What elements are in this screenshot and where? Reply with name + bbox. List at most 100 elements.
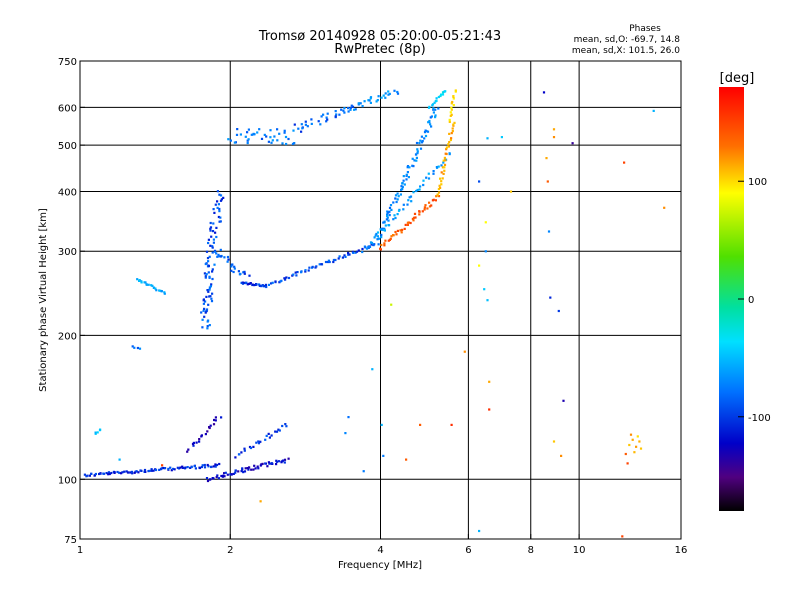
echo-point bbox=[283, 461, 286, 464]
echo-point bbox=[368, 245, 372, 248]
echo-point bbox=[444, 152, 447, 155]
x-tick-label: 4 bbox=[377, 545, 383, 556]
echo-point bbox=[378, 237, 381, 240]
y-tick-label: 750 bbox=[58, 57, 77, 68]
echo-point bbox=[439, 177, 442, 180]
echo-point bbox=[359, 102, 362, 105]
echo-point bbox=[396, 192, 399, 195]
echo-point bbox=[420, 135, 423, 138]
echo-point bbox=[241, 282, 245, 285]
echo-point bbox=[383, 242, 386, 245]
echo-point bbox=[190, 465, 193, 469]
echo-point bbox=[451, 127, 454, 130]
echo-point bbox=[315, 265, 318, 268]
echo-point bbox=[400, 231, 403, 234]
echo-point bbox=[278, 429, 281, 432]
echo-point bbox=[244, 467, 247, 470]
echo-point bbox=[131, 472, 134, 475]
echo-point bbox=[218, 207, 221, 211]
echo-point bbox=[269, 129, 272, 132]
echo-point bbox=[234, 469, 237, 472]
echo-point bbox=[441, 177, 444, 180]
echo-point bbox=[287, 457, 290, 460]
echo-point bbox=[163, 291, 166, 294]
echo-point bbox=[203, 466, 207, 469]
echo-point bbox=[284, 423, 287, 426]
echo-point bbox=[212, 241, 215, 244]
echo-point bbox=[322, 113, 325, 116]
echo-point bbox=[200, 465, 203, 469]
echo-point bbox=[427, 172, 430, 175]
echo-point bbox=[368, 99, 371, 102]
echo-point bbox=[243, 447, 246, 450]
y-tick-label: 100 bbox=[58, 475, 77, 486]
echo-point bbox=[387, 239, 390, 242]
echo-point bbox=[562, 399, 565, 402]
echo-point bbox=[415, 159, 418, 162]
echo-point bbox=[130, 470, 133, 473]
echo-point bbox=[258, 283, 261, 286]
echo-point bbox=[292, 273, 295, 276]
echo-point bbox=[220, 416, 223, 419]
chart-title: Tromsø 20140928 05:20:00-05:21:43 bbox=[258, 29, 501, 44]
echo-point bbox=[444, 90, 447, 93]
echo-point bbox=[167, 467, 170, 470]
echo-point bbox=[369, 101, 372, 104]
echo-point bbox=[334, 258, 337, 262]
echo-point bbox=[116, 470, 119, 474]
echo-point bbox=[396, 92, 400, 95]
echo-point bbox=[406, 203, 409, 206]
echo-point bbox=[209, 227, 212, 230]
echo-point bbox=[405, 178, 408, 181]
echo-point bbox=[347, 107, 350, 110]
echo-point bbox=[235, 133, 239, 136]
echo-point bbox=[384, 96, 387, 99]
y-tick-label: 400 bbox=[58, 187, 77, 198]
echo-point bbox=[418, 188, 421, 191]
echo-point bbox=[377, 95, 380, 98]
echo-point bbox=[454, 89, 457, 92]
echo-point bbox=[463, 350, 466, 353]
echo-point bbox=[270, 141, 273, 144]
echo-point bbox=[260, 137, 264, 140]
echo-point bbox=[404, 223, 407, 226]
echo-point bbox=[204, 262, 207, 266]
echo-point bbox=[203, 272, 206, 275]
echo-point bbox=[633, 451, 636, 454]
echo-point bbox=[335, 113, 338, 116]
echo-point bbox=[380, 96, 383, 99]
echo-point bbox=[376, 99, 379, 102]
echo-point bbox=[376, 238, 379, 241]
echo-point bbox=[310, 122, 313, 125]
echo-point bbox=[202, 302, 205, 305]
echo-point bbox=[154, 468, 158, 472]
echo-point bbox=[392, 201, 395, 204]
echo-point bbox=[171, 467, 175, 470]
echo-point bbox=[270, 462, 273, 465]
echo-point bbox=[216, 474, 219, 477]
echo-point bbox=[435, 99, 438, 102]
echo-point bbox=[394, 230, 397, 234]
echo-point bbox=[227, 258, 230, 261]
echo-point bbox=[214, 231, 217, 234]
echo-point bbox=[435, 195, 438, 198]
echo-point bbox=[136, 346, 139, 350]
echo-point bbox=[419, 139, 422, 142]
echo-point bbox=[328, 260, 331, 264]
echo-point bbox=[448, 141, 451, 144]
echo-point bbox=[437, 195, 441, 198]
echo-point bbox=[192, 444, 195, 447]
echo-point bbox=[308, 266, 311, 269]
echo-point bbox=[170, 469, 173, 472]
echo-point bbox=[90, 472, 93, 475]
echo-point bbox=[344, 255, 347, 258]
x-tick-label: 6 bbox=[465, 545, 471, 556]
echo-point bbox=[208, 295, 211, 298]
echo-point bbox=[379, 228, 382, 231]
echo-point bbox=[204, 311, 207, 314]
echo-point bbox=[264, 283, 267, 286]
echo-point bbox=[260, 285, 263, 288]
echo-point bbox=[220, 474, 223, 478]
echo-point bbox=[206, 463, 209, 467]
echo-point bbox=[120, 472, 123, 475]
